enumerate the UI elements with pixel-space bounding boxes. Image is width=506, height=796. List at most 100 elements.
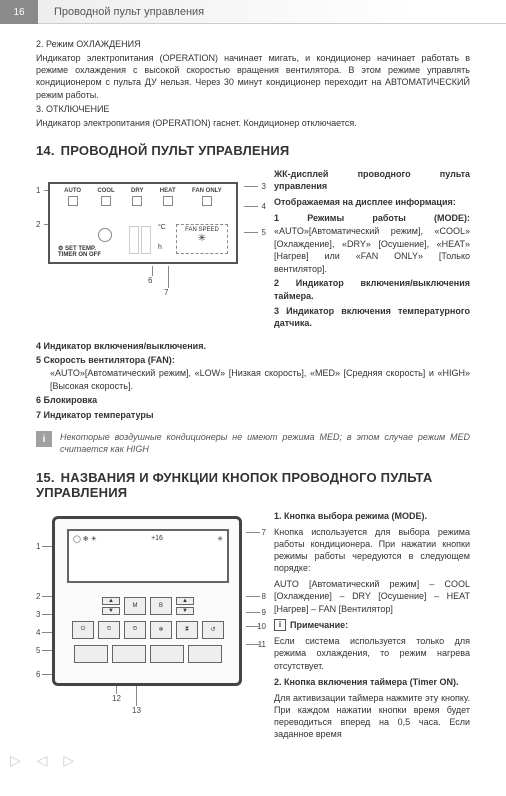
section14-title-text: ПРОВОДНОЙ ПУЛЬТ УПРАВЛЕНИЯ (61, 143, 290, 158)
d2-callout-2: 2 (36, 592, 40, 601)
section14-title: 14. ПРОВОДНОЙ ПУЛЬТ УПРАВЛЕНИЯ (36, 143, 470, 158)
callout-6: 6 (148, 276, 152, 285)
section14-body: AUTO COOL DRY HEAT FAN ONLY ⚙ SET TEMP. … (36, 168, 470, 332)
remote-diagram: ◯ ❄ ☀ +16 ✳ ▲▼ M B ▲▼ ⏻ (36, 510, 266, 710)
btn-wide-3[interactable] (150, 645, 184, 663)
def7-title: 7 Индикатор температуры (36, 410, 154, 420)
btn-clock[interactable]: ⧗ (176, 621, 198, 639)
btn-cool[interactable]: ❄ (150, 621, 172, 639)
btn-wide-1[interactable] (74, 645, 108, 663)
header-title: Проводной пульт управления (38, 0, 506, 24)
def4-title: 4 Индикатор включения/выключения. (36, 341, 206, 351)
content: 2. Режим ОХЛАЖДЕНИЯ Индикатор электропит… (0, 38, 506, 744)
remote-screen: ◯ ❄ ☀ +16 ✳ (67, 529, 229, 583)
lcd-panel: AUTO COOL DRY HEAT FAN ONLY ⚙ SET TEMP. … (48, 182, 238, 264)
lcd-mode: FAN ONLY (192, 188, 222, 206)
d2-callout-13: 13 (132, 706, 141, 715)
section15-title-text: НАЗВАНИЯ И ФУНКЦИИ КНОПОК ПРОВОДНОГО ПУЛ… (36, 470, 432, 500)
cool-icon (101, 196, 111, 206)
section15-body: ◯ ❄ ☀ +16 ✳ ▲▼ M B ▲▼ ⏻ (36, 510, 470, 745)
lcd-mode-label: AUTO (64, 188, 81, 194)
remote-body: ◯ ❄ ☀ +16 ✳ ▲▼ M B ▲▼ ⏻ (52, 516, 242, 686)
d2-callout-4: 4 (36, 628, 40, 637)
d2-callout-5: 5 (36, 646, 40, 655)
lcd-heading: ЖК-дисплей проводного пульта управления (274, 168, 470, 192)
section14-num: 14. (36, 143, 55, 158)
d2-callout-8: 8 (262, 592, 266, 601)
btn-timer-off[interactable]: ⏲ (124, 621, 146, 639)
callout-7: 7 (164, 288, 168, 297)
btn-wide-2[interactable] (112, 645, 146, 663)
fan-speed-box: FAN SPEED ✳ (176, 224, 228, 254)
d2-callout-9: 9 (262, 608, 266, 617)
sun-icon (98, 228, 112, 242)
time-up-down[interactable]: ▲▼ (176, 597, 194, 615)
def5-title: 5 Скорость вентилятора (FAN): (36, 355, 175, 365)
fan-icon (202, 196, 212, 206)
btn-b[interactable]: B (150, 597, 172, 615)
s15-h1: 1. Кнопка выбора режима (MODE). (274, 510, 470, 522)
lcd-mode-label: DRY (131, 188, 143, 194)
section15-num: 15. (36, 470, 55, 485)
auto-icon (68, 196, 78, 206)
page-header: 16 Проводной пульт управления (0, 0, 506, 24)
temp-up-down[interactable]: ▲▼ (102, 597, 120, 615)
d2-callout-6: 6 (36, 670, 40, 679)
d2-callout-3: 3 (36, 610, 40, 619)
mode3-text: Индикатор электропитания (OPERATION) гас… (36, 117, 470, 129)
btn-timer-on[interactable]: ⏲ (98, 621, 120, 639)
mode2-text: Индикатор электропитания (OPERATION) нач… (36, 52, 470, 101)
mode2-title: 2. Режим ОХЛАЖДЕНИЯ (36, 38, 470, 50)
info-box: i Некоторые воздушные кондиционеры не им… (36, 431, 470, 455)
lcd-timer-onoff: TIMER ON OFF (58, 252, 101, 258)
section15-title: 15.НАЗВАНИЯ И ФУНКЦИИ КНОПОК ПРОВОДНОГО … (36, 470, 470, 500)
lcd-mode: HEAT (160, 188, 176, 206)
page-number: 16 (0, 0, 38, 24)
heat-icon (163, 196, 173, 206)
info-text: Некоторые воздушные кондиционеры не имею… (60, 431, 470, 455)
def5-desc: «AUTO»[Автоматический режим], «LOW» [Низ… (36, 367, 470, 392)
def2-title: 2 Индикатор включения/выключения таймера… (274, 278, 470, 301)
page: 16 Проводной пульт управления 2. Режим О… (0, 0, 506, 796)
def1-title: 1 Режимы работы (MODE): (274, 213, 470, 223)
screen-temp: +16 (151, 535, 163, 543)
s15-p1: Кнопка используется для выбора режима ра… (274, 526, 470, 575)
dry-icon (132, 196, 142, 206)
callout-2: 2 (36, 220, 40, 229)
btn-wide-4[interactable] (188, 645, 222, 663)
screen-icons: ◯ ❄ ☀ (73, 535, 97, 543)
info-icon: i (36, 431, 52, 447)
s15-note-text: Если система используется только для реж… (274, 635, 470, 671)
s15-h2: 2. Кнопка включения таймера (Timer ON). (274, 676, 470, 688)
s15-p3: Для активизации таймера нажмите эту кноп… (274, 692, 470, 741)
d2-callout-7: 7 (262, 528, 266, 537)
def1-desc: «AUTO»[Автоматический режим], «COOL» [Ох… (274, 226, 470, 274)
screen-fan: ✳ (217, 535, 223, 543)
lcd-mode: DRY (131, 188, 143, 206)
btn-power[interactable]: ⏻ (72, 621, 94, 639)
s15-note-label: iПримечание: (274, 619, 470, 632)
degree-label: °C (158, 224, 166, 231)
lcd-diagram: AUTO COOL DRY HEAT FAN ONLY ⚙ SET TEMP. … (36, 168, 266, 318)
lcd-mode-label: COOL (97, 188, 114, 194)
callout-5: 5 (262, 228, 266, 237)
section15-side-text: 1. Кнопка выбора режима (MODE). Кнопка и… (274, 510, 470, 745)
callout-4: 4 (262, 202, 266, 211)
s15-p2: AUTO [Автоматический режим] – COOL [Охла… (274, 578, 470, 614)
d2-callout-12: 12 (112, 694, 121, 703)
lcd-subheading: Отображаемая на дисплее информация: (274, 196, 470, 208)
d2-callout-1: 1 (36, 542, 40, 551)
lcd-mode-label: HEAT (160, 188, 176, 194)
section14-side-text: ЖК-дисплей проводного пульта управления … (274, 168, 470, 332)
btn-m[interactable]: M (124, 597, 146, 615)
section14-below-defs: 4 Индикатор включения/выключения. 5 Скор… (36, 340, 470, 422)
callout-1: 1 (36, 186, 40, 195)
remote-buttons: ▲▼ M B ▲▼ ⏻ ⏲ ⏲ ❄ ⧗ ↺ (65, 597, 231, 669)
hour-label: h (158, 244, 162, 251)
btn-reset[interactable]: ↺ (202, 621, 224, 639)
def6-title: 6 Блокировка (36, 395, 97, 405)
fan-level-icon: ✳ (198, 233, 206, 244)
seven-segment (128, 226, 152, 254)
footer-arrows-icon: ▷ ◁ ▷ (0, 752, 506, 776)
lcd-mode-label: FAN ONLY (192, 188, 222, 194)
